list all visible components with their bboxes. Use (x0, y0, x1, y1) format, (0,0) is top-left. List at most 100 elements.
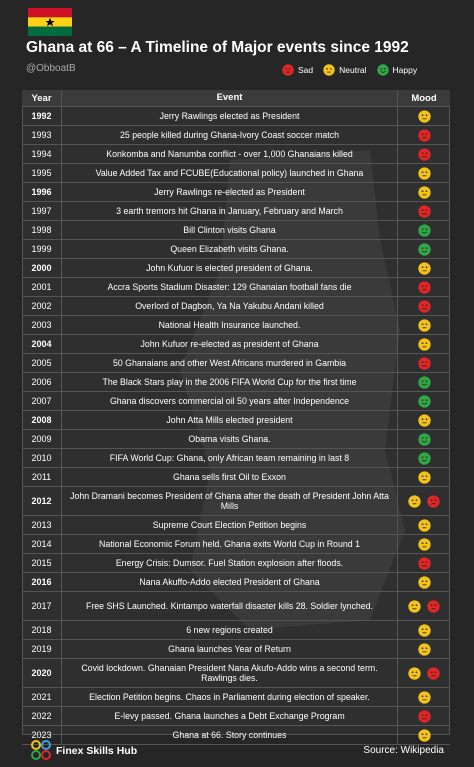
event: 6 new regions created (62, 621, 398, 639)
eye (421, 436, 423, 439)
event: Ghana launches Year of Return (62, 640, 398, 658)
eye (421, 713, 423, 716)
eye (421, 284, 423, 287)
eye (425, 151, 427, 154)
face (417, 451, 431, 465)
mouth (421, 249, 427, 253)
brand: Finex Skills Hub (56, 745, 138, 757)
ghana-flag (28, 8, 72, 36)
table-row: 2015 Energy Crisis: Dumsor. Fuel Station … (22, 554, 450, 573)
eye (430, 670, 433, 673)
mood-icon (417, 470, 431, 484)
mood (398, 640, 450, 658)
face (408, 599, 421, 613)
legend-label: Happy (392, 65, 418, 75)
mood-icon (417, 642, 431, 656)
eye (421, 227, 423, 230)
event: Jerry Rawlings re-elected as President (62, 183, 398, 201)
face (417, 280, 431, 294)
brand-logo (31, 740, 51, 760)
table-row: 2014 National Economic Forum held. Ghana … (22, 535, 450, 554)
face (417, 642, 431, 656)
face (417, 318, 431, 332)
table-row: 1997 3 earth tremors hit Ghana in January… (22, 202, 450, 221)
mood (398, 707, 450, 725)
mood (398, 487, 450, 515)
mouth (379, 70, 386, 73)
table-row: 2018 6 new regions created (22, 621, 450, 640)
mood-icon (417, 432, 431, 446)
eye (425, 541, 427, 544)
face (417, 356, 431, 370)
header-row: Year Event Mood (22, 90, 450, 107)
eye (421, 341, 423, 344)
eye (421, 522, 423, 525)
mood-icon (427, 494, 440, 508)
mood (398, 621, 450, 639)
eye (415, 603, 418, 606)
mood-icon (417, 147, 431, 161)
face (427, 666, 440, 680)
mouth (421, 717, 427, 720)
mood-icon (417, 709, 431, 723)
year: 1993 (22, 126, 62, 144)
face (417, 242, 431, 256)
mood-icon (417, 728, 431, 742)
mood-icon (417, 280, 431, 294)
event: 3 earth tremors hit Ghana in January, Fe… (62, 202, 398, 220)
year: 2020 (22, 659, 62, 687)
mood-icon (417, 185, 431, 199)
face (417, 470, 431, 484)
face (282, 64, 294, 76)
eye (425, 455, 427, 458)
mood (398, 164, 450, 182)
year: 2018 (22, 621, 62, 639)
year: 2016 (22, 573, 62, 591)
mood (398, 297, 450, 315)
table-row: 1994 Konkomba and Nanumba conflict - over… (22, 145, 450, 164)
mood (398, 335, 450, 353)
eye (421, 398, 423, 401)
mood (398, 278, 450, 296)
event: Ghana discovers commercial oil 50 years … (62, 392, 398, 410)
mood (398, 316, 450, 334)
legend: Sad Neutral Happy (282, 64, 417, 76)
eye (421, 541, 423, 544)
eye (425, 322, 427, 325)
mouth (421, 564, 427, 567)
year: 2015 (22, 554, 62, 572)
title: Ghana at 66 – A Timeline of Major events… (26, 39, 409, 56)
face (408, 666, 421, 680)
year: 2003 (22, 316, 62, 334)
eye (425, 474, 427, 477)
eye (411, 603, 414, 606)
year: 2014 (22, 535, 62, 553)
year: 2013 (22, 516, 62, 534)
table-bg (22, 90, 450, 735)
eye (425, 379, 427, 382)
mood-icon (417, 690, 431, 704)
table-row: 1995 Value Added Tax and FCUBE(Educationa… (22, 164, 450, 183)
eye (421, 151, 423, 154)
eye (421, 170, 423, 173)
eye (421, 646, 423, 649)
mood-icon (427, 599, 440, 613)
mood (398, 183, 450, 201)
eye (425, 246, 427, 249)
event: John Dramani becomes President of Ghana … (62, 487, 398, 515)
mouth (430, 607, 437, 610)
table-row: 2007 Ghana discovers commercial oil 50 ye… (22, 392, 450, 411)
table-row: 1999 Queen Elizabeth visits Ghana. (22, 240, 450, 259)
table-row: 2000 John Kufuor is elected president of … (22, 259, 450, 278)
mood-icon (417, 299, 431, 313)
event: John Kufuor re-elected as president of G… (62, 335, 398, 353)
table-row: 2019 Ghana launches Year of Return (22, 640, 450, 659)
eye (434, 670, 437, 673)
legend-item: Happy (376, 64, 418, 76)
face (417, 185, 431, 199)
eye (425, 713, 427, 716)
year: 2021 (22, 688, 62, 706)
mood (398, 202, 450, 220)
table-row: 2021 Election Petition begins. Chaos in P… (22, 688, 450, 707)
eye (421, 322, 423, 325)
